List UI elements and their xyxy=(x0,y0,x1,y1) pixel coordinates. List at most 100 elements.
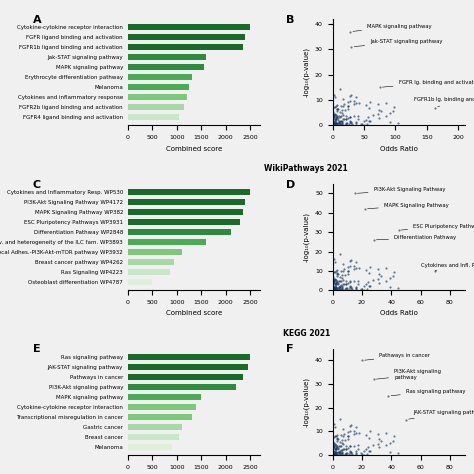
Point xyxy=(333,119,340,127)
Point xyxy=(346,422,354,430)
Point xyxy=(332,280,340,288)
Point xyxy=(350,262,357,270)
Point xyxy=(329,109,337,116)
Point xyxy=(342,115,349,123)
Point xyxy=(357,285,365,292)
Point xyxy=(347,283,355,291)
Point xyxy=(338,447,346,454)
Bar xyxy=(128,34,245,40)
Point xyxy=(334,280,342,287)
Point xyxy=(339,95,347,103)
Point xyxy=(330,442,338,450)
Bar xyxy=(128,94,187,100)
Point xyxy=(353,450,360,458)
Point xyxy=(333,112,340,120)
Point xyxy=(370,236,377,244)
Point xyxy=(391,268,398,275)
Point xyxy=(336,285,344,293)
Point xyxy=(343,120,350,128)
Point xyxy=(339,116,346,123)
Point xyxy=(329,119,337,127)
Point xyxy=(363,120,371,128)
Point xyxy=(345,428,352,435)
Point xyxy=(331,276,338,284)
Point xyxy=(329,280,337,287)
Point xyxy=(337,448,344,456)
Point xyxy=(370,375,377,383)
Point xyxy=(333,284,340,292)
Point xyxy=(333,272,340,280)
Text: Jak-STAT signaling pathway: Jak-STAT signaling pathway xyxy=(354,39,443,46)
Point xyxy=(339,286,346,294)
Point xyxy=(335,286,342,294)
Point xyxy=(369,276,377,284)
Point xyxy=(340,430,347,438)
Point xyxy=(329,448,337,456)
Point xyxy=(330,113,338,120)
Bar xyxy=(128,74,191,81)
Point xyxy=(334,444,342,452)
Point xyxy=(333,285,341,292)
Point xyxy=(329,114,337,121)
Point xyxy=(361,286,368,294)
Point xyxy=(375,436,383,443)
Point xyxy=(363,450,371,458)
Point xyxy=(333,450,341,457)
Point xyxy=(378,272,385,280)
Point xyxy=(329,447,337,455)
Point xyxy=(332,443,340,451)
Point xyxy=(345,263,352,271)
Text: JAK-STAT signaling pathway: JAK-STAT signaling pathway xyxy=(409,410,474,419)
Point xyxy=(353,121,360,128)
Point xyxy=(341,271,348,279)
Point xyxy=(332,432,340,439)
Point xyxy=(353,448,360,456)
Point xyxy=(375,114,383,121)
Point xyxy=(395,227,402,234)
Point xyxy=(337,278,344,285)
Point xyxy=(330,450,337,458)
Point xyxy=(330,120,337,128)
Point xyxy=(338,450,346,458)
Point xyxy=(352,264,360,272)
Point xyxy=(329,278,337,286)
Point xyxy=(333,276,340,284)
Point xyxy=(330,420,337,428)
Point xyxy=(346,92,354,100)
Point xyxy=(382,442,390,449)
Point xyxy=(354,442,362,449)
Point xyxy=(346,443,354,450)
Point xyxy=(387,109,394,117)
Point xyxy=(358,450,366,457)
Point xyxy=(340,116,348,123)
Point xyxy=(337,118,344,125)
Point xyxy=(329,118,337,126)
Point xyxy=(332,114,339,122)
Point xyxy=(360,283,368,290)
Point xyxy=(330,104,337,111)
Point xyxy=(331,93,339,101)
Text: WikiPathways 2021: WikiPathways 2021 xyxy=(264,164,348,173)
Point xyxy=(335,435,342,443)
Point xyxy=(344,114,352,122)
Point xyxy=(336,273,344,281)
Point xyxy=(402,416,410,423)
Point xyxy=(365,269,373,277)
Point xyxy=(330,284,338,292)
Point xyxy=(333,286,341,294)
Point xyxy=(357,450,365,457)
Point xyxy=(344,102,352,109)
Point xyxy=(333,105,340,113)
Point xyxy=(332,286,339,294)
Text: MAPK Signaling Pathway: MAPK Signaling Pathway xyxy=(367,202,448,209)
Point xyxy=(329,273,337,281)
Point xyxy=(331,446,339,453)
Point xyxy=(350,265,358,273)
Point xyxy=(357,120,365,128)
Point xyxy=(346,278,354,285)
Point xyxy=(361,121,368,129)
Point xyxy=(369,441,377,449)
Point xyxy=(337,120,345,128)
Point xyxy=(340,445,348,453)
Point xyxy=(342,280,349,288)
